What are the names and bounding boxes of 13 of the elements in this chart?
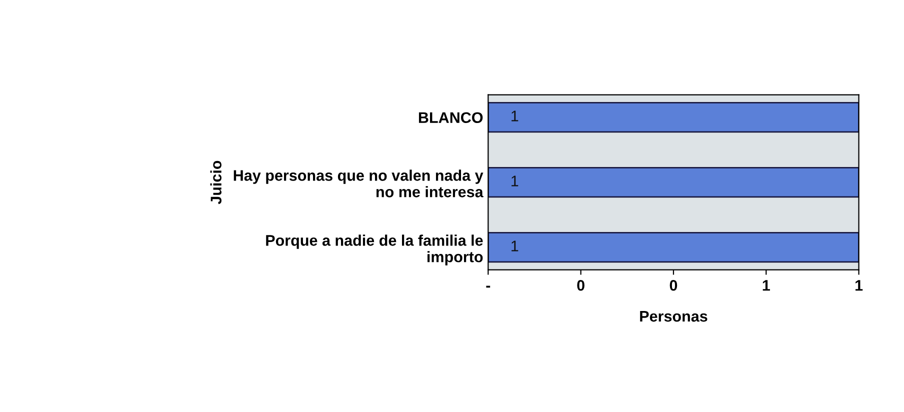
data-label: 1 bbox=[512, 110, 518, 122]
x-tick-label: - bbox=[486, 286, 490, 288]
x-axis-title: Personas bbox=[640, 311, 708, 322]
data-label: 1 bbox=[512, 240, 518, 252]
y-tick-label: Porque a nadie de la familia le importo bbox=[266, 234, 483, 266]
x-tick-label: 0 bbox=[577, 280, 584, 291]
x-tick-label: 0 bbox=[670, 280, 678, 291]
data-label: 1 bbox=[512, 176, 518, 186]
y-axis-title: Juicio bbox=[210, 160, 222, 204]
x-tick-label: 1 bbox=[762, 280, 770, 291]
x-tick-label: 1 bbox=[856, 280, 863, 291]
y-tick-label: BLANCO bbox=[418, 112, 483, 124]
y-tick-label: Hay personas que no valen nada y no me interesa bbox=[234, 170, 484, 198]
